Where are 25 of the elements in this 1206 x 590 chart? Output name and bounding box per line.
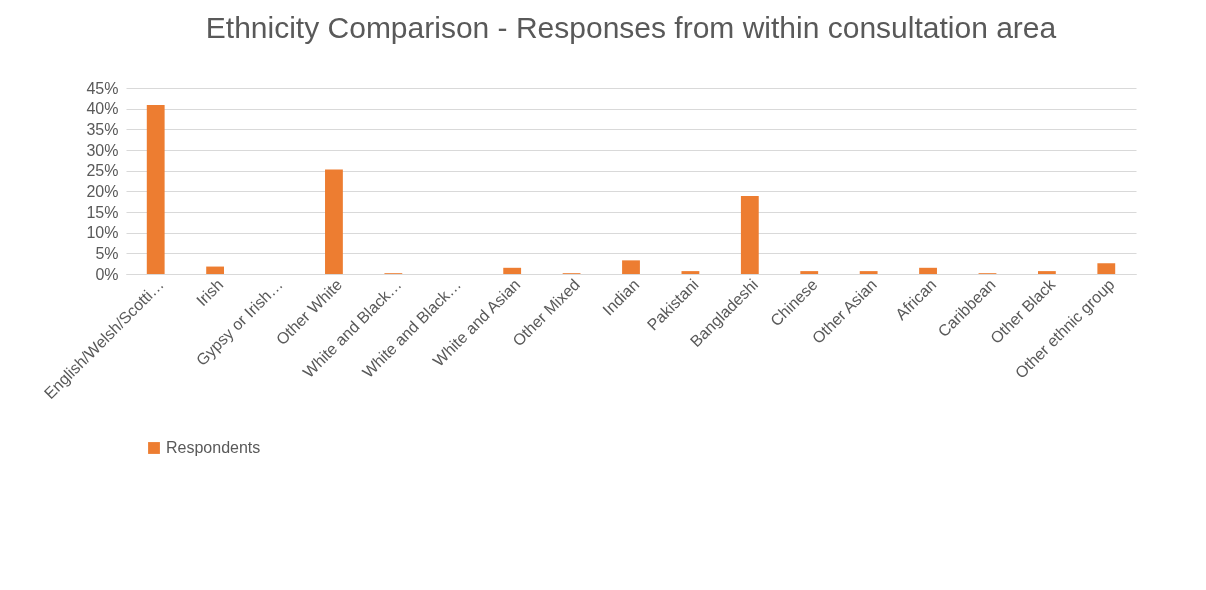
y-tick-label: 25% xyxy=(86,162,119,180)
y-tick-label: 0% xyxy=(95,265,119,283)
y-tick-label: 20% xyxy=(86,182,119,200)
bar xyxy=(800,271,819,274)
y-tick-label: 35% xyxy=(86,120,119,138)
legend-label: Respondents xyxy=(166,439,261,456)
bar xyxy=(919,267,937,274)
y-tick-label: 45% xyxy=(86,79,119,97)
bar xyxy=(503,267,522,274)
bar xyxy=(146,104,165,274)
bar xyxy=(622,260,640,274)
y-tick-label: 40% xyxy=(86,100,119,118)
bar xyxy=(325,169,343,274)
y-tick-label: 10% xyxy=(86,224,119,242)
bar xyxy=(859,271,878,274)
chart-title: Ethnicity Comparison - Responses from within consultation area xyxy=(205,11,1057,44)
y-tick-label: 30% xyxy=(86,141,119,159)
bar xyxy=(681,271,700,274)
bar xyxy=(206,266,225,274)
y-tick-label: 15% xyxy=(86,203,119,221)
y-tick-label: 5% xyxy=(95,244,119,262)
bar xyxy=(1097,263,1116,274)
x-tick-label: Irish xyxy=(193,275,227,310)
bar xyxy=(740,195,759,274)
bar xyxy=(1037,271,1056,274)
